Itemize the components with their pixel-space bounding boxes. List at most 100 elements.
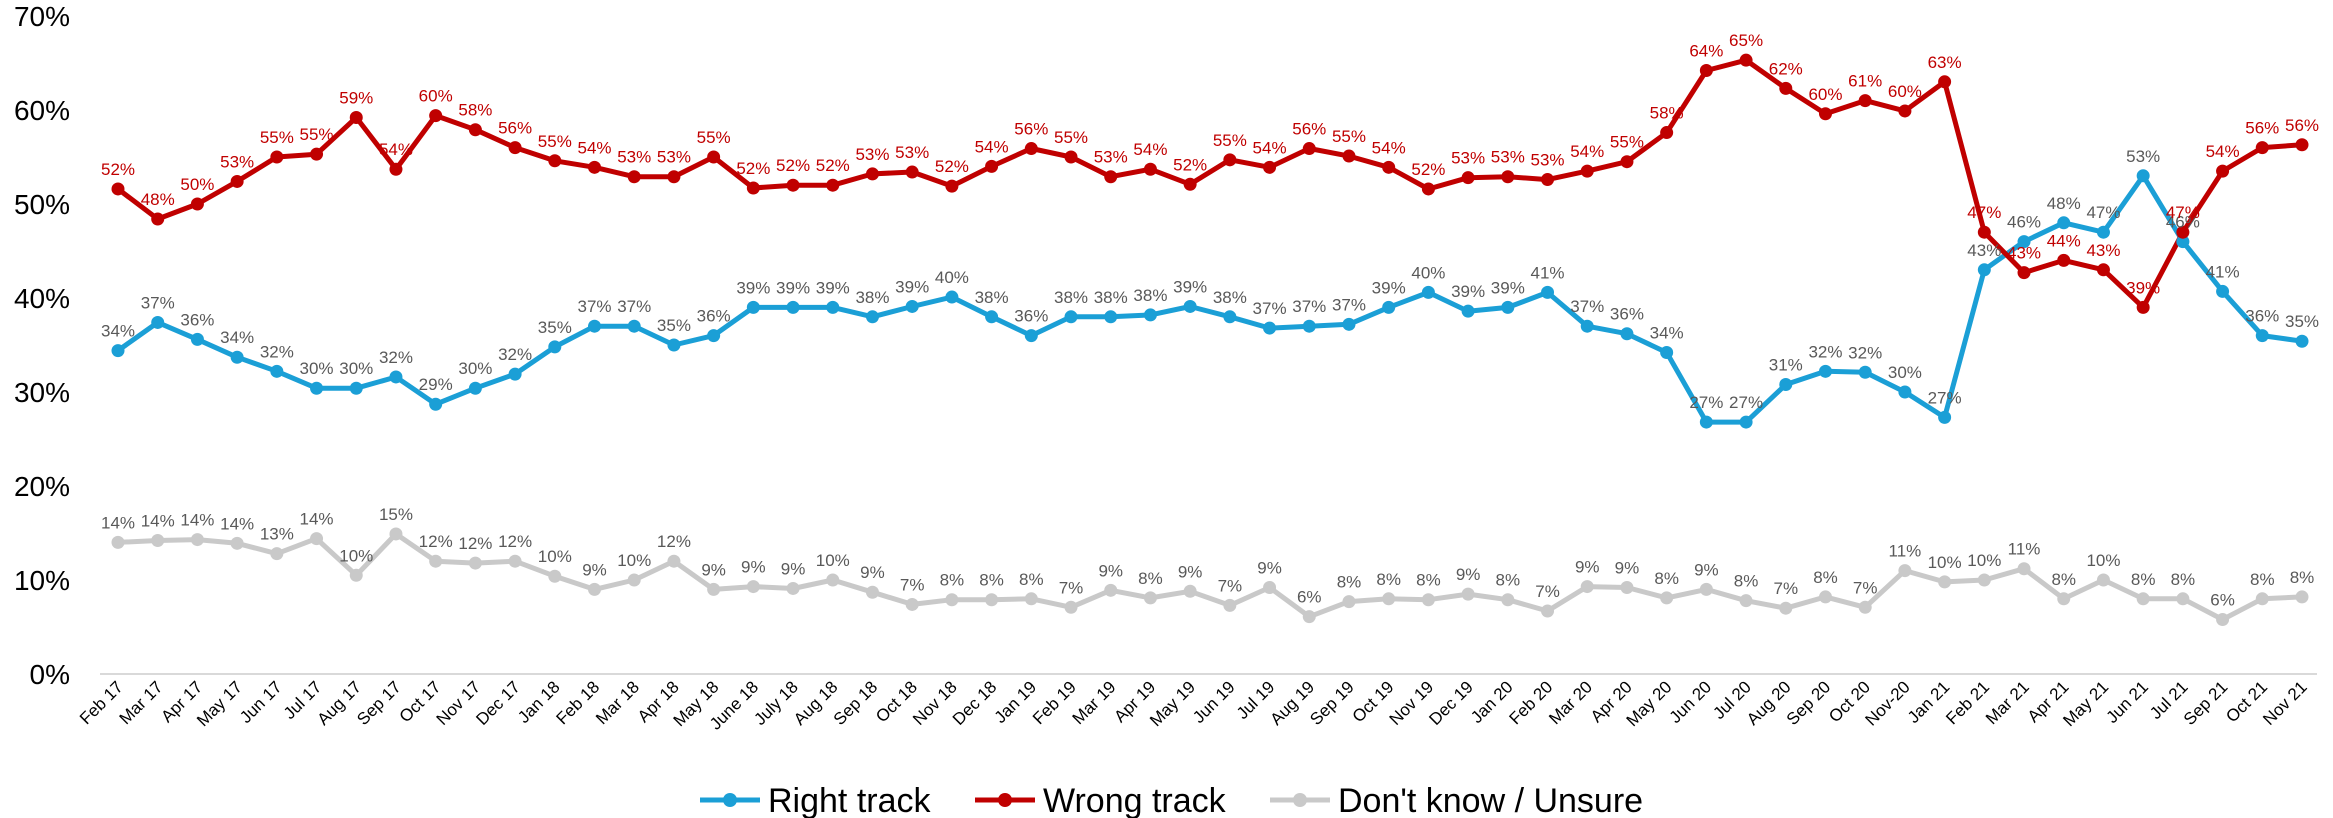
- data-point: [1024, 142, 1038, 156]
- data-label: 62%: [1769, 59, 1803, 78]
- data-point: [2295, 138, 2309, 152]
- data-point: [1302, 610, 1316, 624]
- data-point: [707, 582, 721, 596]
- data-point: [1382, 300, 1396, 314]
- data-point: [190, 197, 204, 211]
- data-label: 41%: [1531, 263, 1565, 282]
- data-label: 11%: [1889, 542, 1922, 561]
- data-label: 56%: [1014, 120, 1048, 139]
- data-label: 39%: [895, 277, 929, 296]
- x-tick-label: Nov 17: [433, 677, 485, 729]
- data-point: [2017, 235, 2031, 249]
- data-point: [468, 556, 482, 570]
- x-tick-label: Feb 21: [1942, 677, 1993, 728]
- x-tick-label: Sep 20: [1783, 677, 1835, 729]
- data-label: 46%: [2166, 213, 2200, 232]
- data-point: [349, 381, 363, 395]
- data-label: 14%: [220, 514, 254, 533]
- data-point: [310, 381, 324, 395]
- data-label: 53%: [617, 148, 651, 167]
- data-point: [1421, 285, 1435, 299]
- data-label: 12%: [657, 532, 691, 551]
- data-label: 29%: [419, 375, 453, 394]
- data-point: [1739, 415, 1753, 429]
- data-label: 53%: [895, 143, 929, 162]
- data-label: 47%: [2166, 203, 2200, 222]
- data-point: [1779, 81, 1793, 95]
- data-label: 8%: [1496, 571, 1521, 590]
- data-label: 12%: [458, 534, 492, 553]
- data-point: [588, 582, 602, 596]
- x-tick-label: Mar 18: [592, 677, 643, 728]
- data-point: [588, 160, 602, 174]
- data-point: [1461, 171, 1475, 185]
- data-point: [1143, 308, 1157, 322]
- data-label: 9%: [1694, 560, 1719, 579]
- data-label: 41%: [2206, 262, 2240, 281]
- data-point: [865, 167, 879, 181]
- data-point: [1183, 584, 1197, 598]
- data-point: [190, 332, 204, 346]
- x-tick-label: Jun 20: [1666, 677, 1716, 727]
- data-point: [2295, 590, 2309, 604]
- data-label: 37%: [1332, 295, 1366, 314]
- data-label: 27%: [1729, 393, 1763, 412]
- data-label: 54%: [379, 140, 413, 159]
- y-tick-label: 30%: [14, 377, 70, 408]
- data-label: 8%: [940, 571, 965, 590]
- x-tick-label: Feb 17: [76, 677, 127, 728]
- data-point: [1779, 377, 1793, 391]
- legend-swatch-marker: [1293, 793, 1307, 807]
- data-point: [1580, 580, 1594, 594]
- x-tick-label: May 19: [1146, 677, 1199, 730]
- data-label: 10%: [617, 551, 651, 570]
- x-tick-label: Aug 20: [1743, 677, 1795, 729]
- x-tick-label: Dec 19: [1425, 677, 1477, 729]
- data-label: 55%: [1213, 131, 1247, 150]
- data-point: [1183, 177, 1197, 191]
- data-point: [1342, 595, 1356, 609]
- data-point: [1342, 317, 1356, 331]
- data-point: [270, 364, 284, 378]
- data-label: 8%: [1813, 568, 1838, 587]
- data-label: 13%: [260, 525, 294, 544]
- data-point: [1977, 573, 1991, 587]
- data-label: 9%: [1615, 559, 1640, 578]
- data-label: 36%: [1014, 307, 1048, 326]
- data-point: [627, 573, 641, 587]
- data-point: [1739, 594, 1753, 608]
- data-point: [1977, 225, 1991, 239]
- data-label: 46%: [2007, 213, 2041, 232]
- data-point: [230, 350, 244, 364]
- data-point: [1818, 364, 1832, 378]
- x-tick-label: May 21: [2059, 677, 2112, 730]
- series-line: [115, 531, 2305, 622]
- data-point: [1064, 310, 1078, 324]
- data-label: 36%: [697, 307, 731, 326]
- data-label: 8%: [1654, 569, 1679, 588]
- data-label: 36%: [2245, 307, 2279, 326]
- data-point: [1263, 581, 1277, 595]
- data-point: [1263, 160, 1277, 174]
- data-point: [1898, 104, 1912, 118]
- data-point: [667, 170, 681, 184]
- data-label: 37%: [617, 297, 651, 316]
- data-point: [310, 532, 324, 546]
- data-point: [349, 111, 363, 125]
- data-point: [786, 581, 800, 595]
- data-label: 40%: [935, 268, 969, 287]
- data-label: 36%: [1610, 305, 1644, 324]
- data-point: [1501, 170, 1515, 184]
- data-point: [1541, 173, 1555, 187]
- x-tick-label: Mar 17: [116, 677, 167, 728]
- legend: Right track Wrong track Don't know / Unsur…: [700, 782, 1643, 818]
- data-label: 58%: [458, 101, 492, 120]
- data-label: 7%: [900, 575, 925, 594]
- data-label: 8%: [1138, 569, 1163, 588]
- data-point: [2255, 329, 2269, 343]
- data-label: 54%: [1570, 142, 1604, 161]
- data-point: [468, 381, 482, 395]
- data-label: 37%: [1292, 297, 1326, 316]
- y-tick-label: 40%: [14, 283, 70, 314]
- data-point: [1183, 299, 1197, 313]
